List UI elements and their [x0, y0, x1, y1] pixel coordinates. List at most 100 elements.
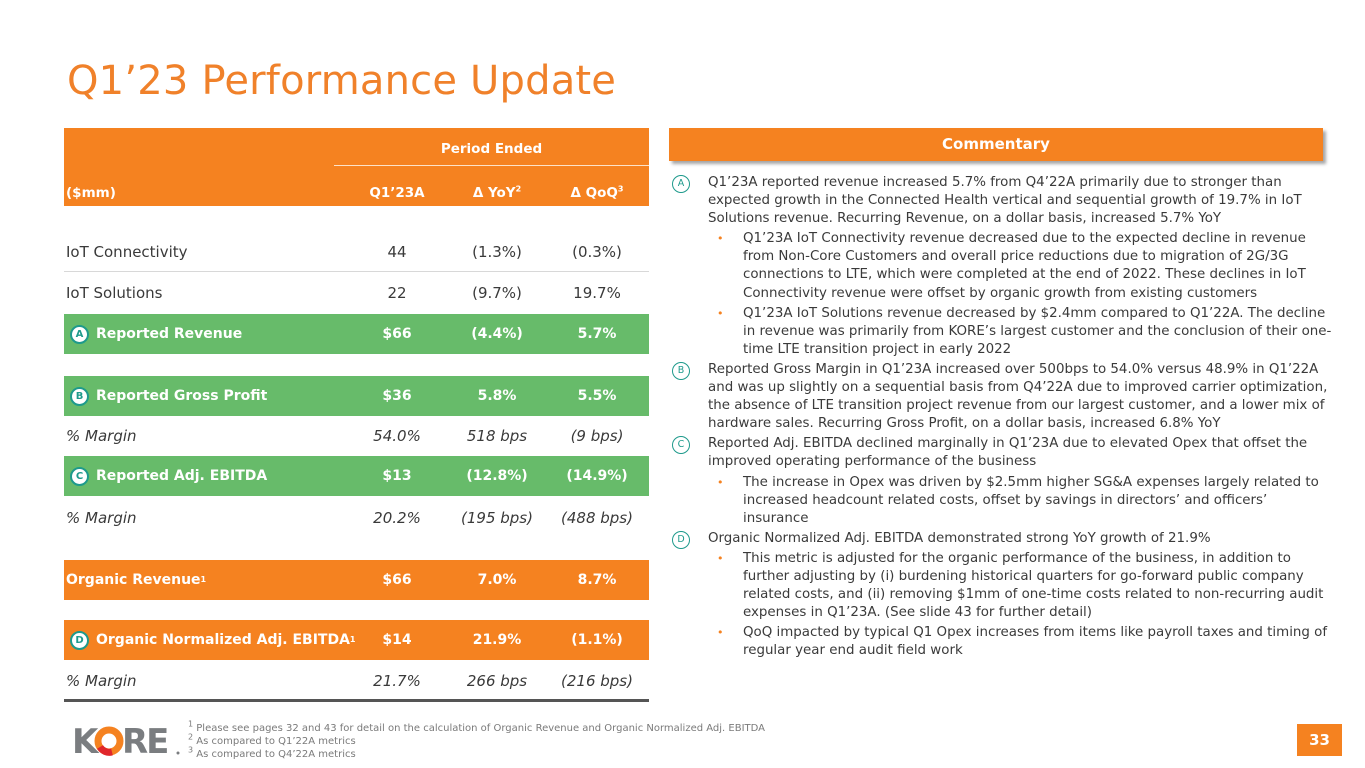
row-label: % Margin — [66, 509, 137, 527]
bullet-text: This metric is adjusted for the organic … — [743, 550, 1324, 621]
table-row-ebitda-margin: % Margin 20.2% (195 bps) (488 bps) — [64, 498, 649, 538]
cell-q1: $36 — [382, 388, 412, 404]
cell-qoq: 8.7% — [577, 572, 617, 588]
cell-yoy: (9.7%) — [472, 284, 522, 302]
cell-q1: $66 — [382, 572, 412, 588]
table-row-iot-solutions: IoT Solutions 22 (9.7%) 19.7% — [64, 273, 649, 313]
commentary-item-a: A Q1’23A reported revenue increased 5.7%… — [672, 174, 1332, 359]
cell-qoq: (488 bps) — [561, 509, 633, 527]
cell-qoq: 19.7% — [573, 284, 621, 302]
row-label-wrap: C Reported Adj. EBITDA — [66, 466, 268, 486]
row-label: Organic Normalized Adj. EBITDA — [96, 632, 350, 648]
row-label: % Margin — [66, 671, 137, 690]
cell-yoy: 5.8% — [477, 388, 517, 404]
cell-q1: 20.2% — [373, 509, 421, 527]
page-title: Q1’23 Performance Update — [67, 58, 617, 104]
bullet-icon: • — [717, 232, 724, 246]
commentary-text: Reported Gross Margin in Q1’23A increase… — [708, 361, 1328, 432]
cell-q1: 54.0% — [373, 427, 421, 445]
cell-yoy: 21.9% — [472, 632, 522, 648]
bullet-icon: • — [717, 475, 724, 489]
table-row-reported-revenue: A Reported Revenue $66 (4.4%) 5.7% — [64, 314, 649, 354]
cell-q1: 21.7% — [373, 671, 421, 690]
table-row-reported-adj-ebitda: C Reported Adj. EBITDA $13 (12.8%) (14.9%… — [64, 456, 649, 496]
unit-label: ($mm) — [66, 185, 116, 201]
row-label: IoT Solutions — [66, 284, 163, 302]
commentary-header: Commentary — [669, 128, 1323, 161]
badge-a-icon: A — [70, 324, 89, 344]
badge-d-icon: D — [70, 630, 89, 650]
page-number: 33 — [1297, 724, 1342, 756]
footnote-1: 1 Please see pages 32 and 43 for detail … — [188, 719, 766, 734]
commentary-body: A Q1’23A reported revenue increased 5.7%… — [672, 174, 1332, 660]
table-row-iot-connectivity: IoT Connectivity 44 (1.3%) (0.3%) — [64, 232, 649, 272]
logo-dot — [176, 751, 180, 755]
bullet-text: QoQ impacted by typical Q1 Opex increase… — [743, 625, 1328, 659]
bullet-text: The increase in Opex was driven by $2.5m… — [743, 474, 1319, 526]
commentary-item-c: C Reported Adj. EBITDA declined marginal… — [672, 435, 1332, 527]
cell-q1: $13 — [382, 468, 412, 484]
cell-qoq: (9 bps) — [570, 427, 624, 445]
cell-yoy: 266 bps — [466, 671, 528, 690]
cell-yoy: 518 bps — [466, 427, 528, 445]
footnotes: 1 Please see pages 32 and 43 for detail … — [188, 719, 766, 761]
commentary-item-d: D Organic Normalized Adj. EBITDA demonst… — [672, 530, 1332, 661]
row-label-wrap: A Reported Revenue — [66, 324, 243, 344]
header-divider — [334, 165, 649, 166]
footnote-3: 3 As compared to Q4’22A metrics — [188, 745, 356, 760]
commentary-text: Reported Adj. EBITDA declined marginally… — [708, 436, 1308, 470]
badge-d-icon: D — [672, 530, 690, 549]
row-label: % Margin — [66, 427, 137, 445]
cell-qoq: (216 bps) — [561, 671, 633, 690]
financial-table: Period Ended ($mm) Q1’23A Δ YoY2 Δ QoQ3 … — [64, 128, 649, 702]
column-header-qoq: Δ QoQ3 — [570, 184, 624, 201]
badge-a-icon: A — [672, 175, 690, 193]
logo-o-accent — [97, 744, 113, 756]
bullet-icon: • — [717, 551, 724, 565]
bullet-icon: • — [717, 626, 724, 640]
row-label: Reported Gross Profit — [96, 388, 268, 404]
row-label-wrap: Organic Revenue 1 — [66, 572, 207, 588]
period-ended-header: Period Ended — [440, 141, 543, 157]
logo-re: RE — [122, 722, 167, 758]
bullet-item: • Q1’23A IoT Connectivity revenue decreas… — [708, 230, 1332, 302]
bullet-text: Q1’23A IoT Connectivity revenue decrease… — [743, 231, 1306, 301]
badge-c-icon: C — [70, 466, 89, 486]
cell-q1: $14 — [382, 632, 412, 648]
table-row-gross-margin: % Margin 54.0% 518 bps (9 bps) — [64, 416, 649, 456]
cell-qoq: (1.1%) — [571, 632, 623, 648]
table-row-organic-ebitda-margin: % Margin 21.7% 266 bps (216 bps) — [64, 662, 649, 702]
footnote-2: 2 As compared to Q1’22A metrics — [188, 732, 356, 747]
column-header-yoy: Δ YoY2 — [472, 184, 522, 201]
cell-yoy: 7.0% — [477, 572, 517, 588]
cell-yoy: (4.4%) — [471, 326, 523, 342]
bullet-text: Q1’23A IoT Solutions revenue decreased b… — [743, 305, 1332, 357]
bullet-item: • Q1’23A IoT Solutions revenue decreased … — [708, 305, 1332, 359]
cell-yoy: (195 bps) — [461, 509, 533, 527]
row-label: Organic Revenue — [66, 572, 201, 588]
commentary-item-b: B Reported Gross Margin in Q1’23A increa… — [672, 361, 1332, 433]
row-label: Reported Revenue — [96, 326, 243, 342]
cell-qoq: (0.3%) — [572, 242, 622, 261]
bullet-item: • QoQ impacted by typical Q1 Opex increas… — [708, 624, 1332, 660]
row-label: Reported Adj. EBITDA — [96, 468, 268, 484]
cell-qoq: 5.5% — [577, 388, 617, 404]
cell-q1: $66 — [382, 326, 412, 342]
cell-q1: 44 — [387, 242, 407, 261]
cell-yoy: (1.3%) — [472, 242, 522, 261]
commentary-text: Organic Normalized Adj. EBITDA demonstra… — [708, 530, 1211, 546]
cell-qoq: (14.9%) — [566, 468, 628, 484]
bullet-item: • The increase in Opex was driven by $2.5… — [708, 474, 1332, 528]
column-header-q1-23a: Q1’23A — [369, 185, 425, 201]
table-row-organic-revenue: Organic Revenue 1 $66 7.0% 8.7% — [64, 560, 649, 600]
bullet-icon: • — [717, 306, 724, 320]
cell-qoq: 5.7% — [577, 326, 617, 342]
cell-yoy: (12.8%) — [466, 468, 528, 484]
table-header: Period Ended ($mm) Q1’23A Δ YoY2 Δ QoQ3 — [64, 128, 649, 206]
cell-q1: 22 — [387, 284, 407, 302]
bullet-item: • This metric is adjusted for the organic… — [708, 550, 1332, 622]
table-row-organic-normalized-adj-ebitda: D Organic Normalized Adj. EBITDA 1 $14 21.… — [64, 620, 649, 660]
row-label-wrap: D Organic Normalized Adj. EBITDA 1 — [66, 630, 356, 650]
commentary-text: Q1’23A reported revenue increased 5.7% f… — [708, 175, 1302, 227]
badge-c-icon: C — [672, 436, 690, 455]
